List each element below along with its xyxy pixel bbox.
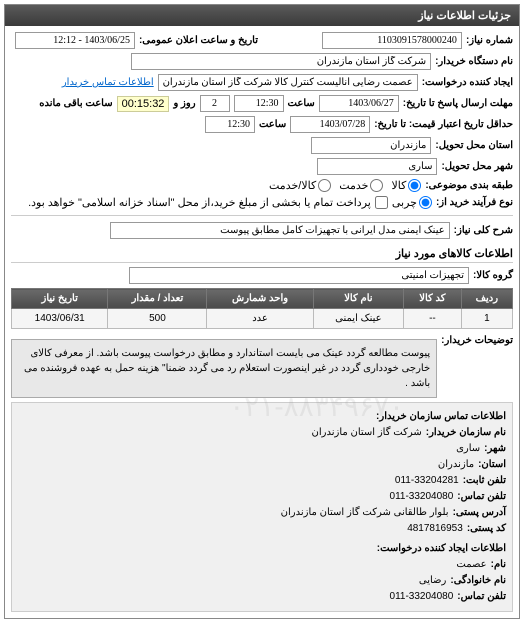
- price-date-input[interactable]: [290, 116, 370, 133]
- time-remaining: 00:15:32: [117, 96, 170, 112]
- price-time-input[interactable]: [205, 116, 255, 133]
- radio-process[interactable]: چربی: [392, 196, 432, 209]
- deadline-time-input[interactable]: [234, 95, 284, 112]
- main-panel: جزئیات اطلاعات نیاز شماره نیاز: تاریخ و …: [4, 4, 520, 619]
- c-postal-label: کد پستی:: [467, 521, 506, 537]
- c-org-label: نام سازمان خریدار:: [426, 425, 506, 441]
- c-province: مازندران: [438, 457, 474, 473]
- price-deadline-label: حداقل تاریخ اعتبار قیمت: تا تاریخ:: [374, 119, 513, 130]
- radio-service-input[interactable]: [370, 179, 383, 192]
- need-number-label: شماره نیاز:: [466, 35, 513, 46]
- c-lastname-label: نام خانوادگی:: [450, 573, 506, 589]
- c-postal: 4817816953: [407, 521, 463, 537]
- c-address: بلوار طالقانی شرکت گاز استان مازندران: [281, 505, 449, 521]
- time-label-1: ساعت: [288, 98, 315, 109]
- city-label: شهر محل تحویل:: [441, 161, 513, 172]
- c-phone-label: تلفن ثابت:: [463, 473, 506, 489]
- c-name: عصمت: [456, 557, 486, 573]
- c-address-label: آدرس پستی:: [453, 505, 506, 521]
- province-label: استان محل تحویل:: [435, 140, 513, 151]
- panel-title: جزئیات اطلاعات نیاز: [5, 5, 519, 26]
- radio-process-input[interactable]: [419, 196, 432, 209]
- cell-code: --: [404, 309, 462, 329]
- col-unit: واحد شمارش: [207, 289, 313, 309]
- c-org: شرکت گاز استان مازندران: [312, 425, 422, 441]
- need-desc-input[interactable]: [110, 222, 450, 239]
- process-label: نوع فرآیند خرید از:: [436, 197, 513, 208]
- radio-goods-input[interactable]: [408, 179, 421, 192]
- col-name: نام کالا: [313, 289, 403, 309]
- c-lastname: رضایی: [419, 573, 447, 589]
- c-city: ساری: [456, 441, 480, 457]
- table-row: 1 -- عینک ایمنی عدد 500 1403/06/31: [12, 309, 513, 329]
- announce-input[interactable]: [15, 32, 135, 49]
- col-date: تاریخ نیاز: [12, 289, 108, 309]
- goods-group-label: گروه کالا:: [473, 270, 513, 281]
- announce-label: تاریخ و ساعت اعلان عمومی:: [139, 35, 258, 46]
- cell-name: عینک ایمنی: [313, 309, 403, 329]
- radio-goods-service[interactable]: کالا/خدمت: [269, 179, 331, 192]
- time-label-2: ساعت: [259, 119, 286, 130]
- goods-table: ردیف کد کالا نام کالا واحد شمارش تعداد /…: [11, 288, 513, 329]
- table-header-row: ردیف کد کالا نام کالا واحد شمارش تعداد /…: [12, 289, 513, 309]
- contact-section: اطلاعات تماس سازمان خریدار: نام سازمان خ…: [11, 402, 513, 612]
- province-input[interactable]: [311, 137, 431, 154]
- creator-header: اطلاعات ایجاد کننده درخواست:: [377, 541, 506, 557]
- radio-goods-service-input[interactable]: [318, 179, 331, 192]
- buyer-org-label: نام دستگاه خریدار:: [435, 56, 513, 67]
- col-qty: تعداد / مقدار: [108, 289, 207, 309]
- cell-date: 1403/06/31: [12, 309, 108, 329]
- c-city-label: شهر:: [484, 441, 506, 457]
- buyer-note-label: توضیحات خریدار:: [441, 335, 513, 346]
- buyer-org-input[interactable]: [131, 53, 431, 70]
- city-input[interactable]: [317, 158, 437, 175]
- remaining-label: ساعت باقی مانده: [39, 98, 112, 109]
- c-province-label: استان:: [478, 457, 506, 473]
- radio-service[interactable]: خدمت: [339, 179, 383, 192]
- c-fax-label: تلفن تماس:: [457, 489, 506, 505]
- buyer-note: پیوست مطالعه گردد عینک می بایست استاندار…: [11, 339, 437, 398]
- days-input[interactable]: [200, 95, 230, 112]
- payment-checkbox-input[interactable]: [375, 196, 388, 209]
- category-label: طبقه بندی موضوعی:: [425, 180, 513, 191]
- payment-checkbox[interactable]: پرداخت تمام یا بخشی از مبلغ خرید،از محل …: [28, 196, 388, 209]
- c-creator-phone-label: تلفن تماس:: [457, 589, 506, 605]
- c-phone: 011-33204281: [395, 473, 459, 489]
- goods-group-input[interactable]: [129, 267, 469, 284]
- day-label: روز و: [173, 98, 195, 109]
- col-row: ردیف: [461, 289, 512, 309]
- col-code: کد کالا: [404, 289, 462, 309]
- cell-qty: 500: [108, 309, 207, 329]
- deadline-send-label: مهلت ارسال پاسخ تا تاریخ:: [403, 98, 513, 109]
- creator-label: ایجاد کننده درخواست:: [422, 77, 513, 88]
- category-radio-group: کالا خدمت کالا/خدمت: [269, 179, 421, 192]
- goods-section-title: اطلاعات کالاهای مورد نیاز: [11, 247, 513, 263]
- need-number-input[interactable]: [322, 32, 462, 49]
- c-creator-phone: 011-33204080: [390, 589, 454, 605]
- c-name-label: نام:: [491, 557, 506, 573]
- cell-row: 1: [461, 309, 512, 329]
- cell-unit: عدد: [207, 309, 313, 329]
- contact-link[interactable]: اطلاعات تماس خریدار: [62, 77, 154, 88]
- deadline-date-input[interactable]: [319, 95, 399, 112]
- panel-body: شماره نیاز: تاریخ و ساعت اعلان عمومی: نا…: [5, 26, 519, 618]
- c-fax: 011-33204080: [390, 489, 454, 505]
- need-desc-label: شرح کلی نیاز:: [454, 225, 513, 236]
- creator-input[interactable]: [158, 74, 418, 91]
- radio-goods[interactable]: کالا: [391, 179, 421, 192]
- contact-header: اطلاعات تماس سازمان خریدار:: [376, 409, 506, 425]
